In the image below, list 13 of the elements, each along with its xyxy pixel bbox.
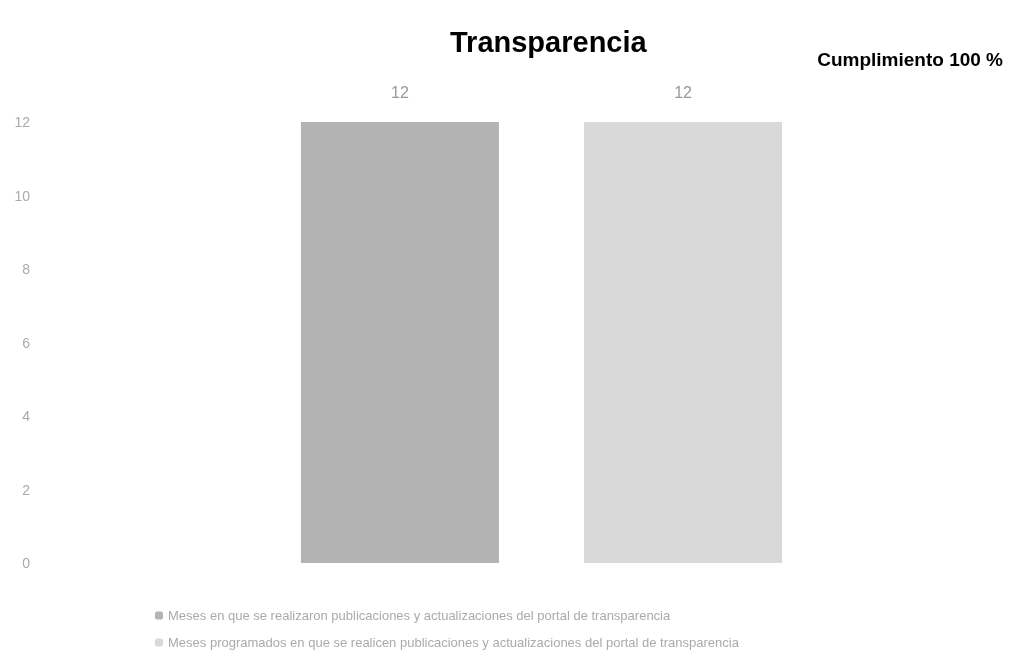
y-tick-label: 6: [22, 334, 31, 351]
y-tick-label: 2: [22, 481, 31, 498]
legend-label: Meses en que se realizaron publicaciones y actualizaciones del portal de transparencia: [168, 608, 672, 623]
data-label: 12: [674, 83, 693, 101]
text: Cumplimiento 100 %: [817, 49, 1004, 70]
y-tick-label: 10: [14, 187, 31, 204]
legend-label: Meses programados en que se realicen publicaciones y actualizaciones del portal de transparencia: [168, 635, 740, 650]
y-tick-label: 0: [22, 555, 31, 571]
y-tick-label: 8: [22, 261, 31, 277]
y-tick-label: 4: [22, 408, 31, 424]
data-label: 12: [391, 83, 409, 101]
chart-title: Transparencia: [450, 25, 648, 58]
y-tick-label: 12: [14, 114, 31, 130]
